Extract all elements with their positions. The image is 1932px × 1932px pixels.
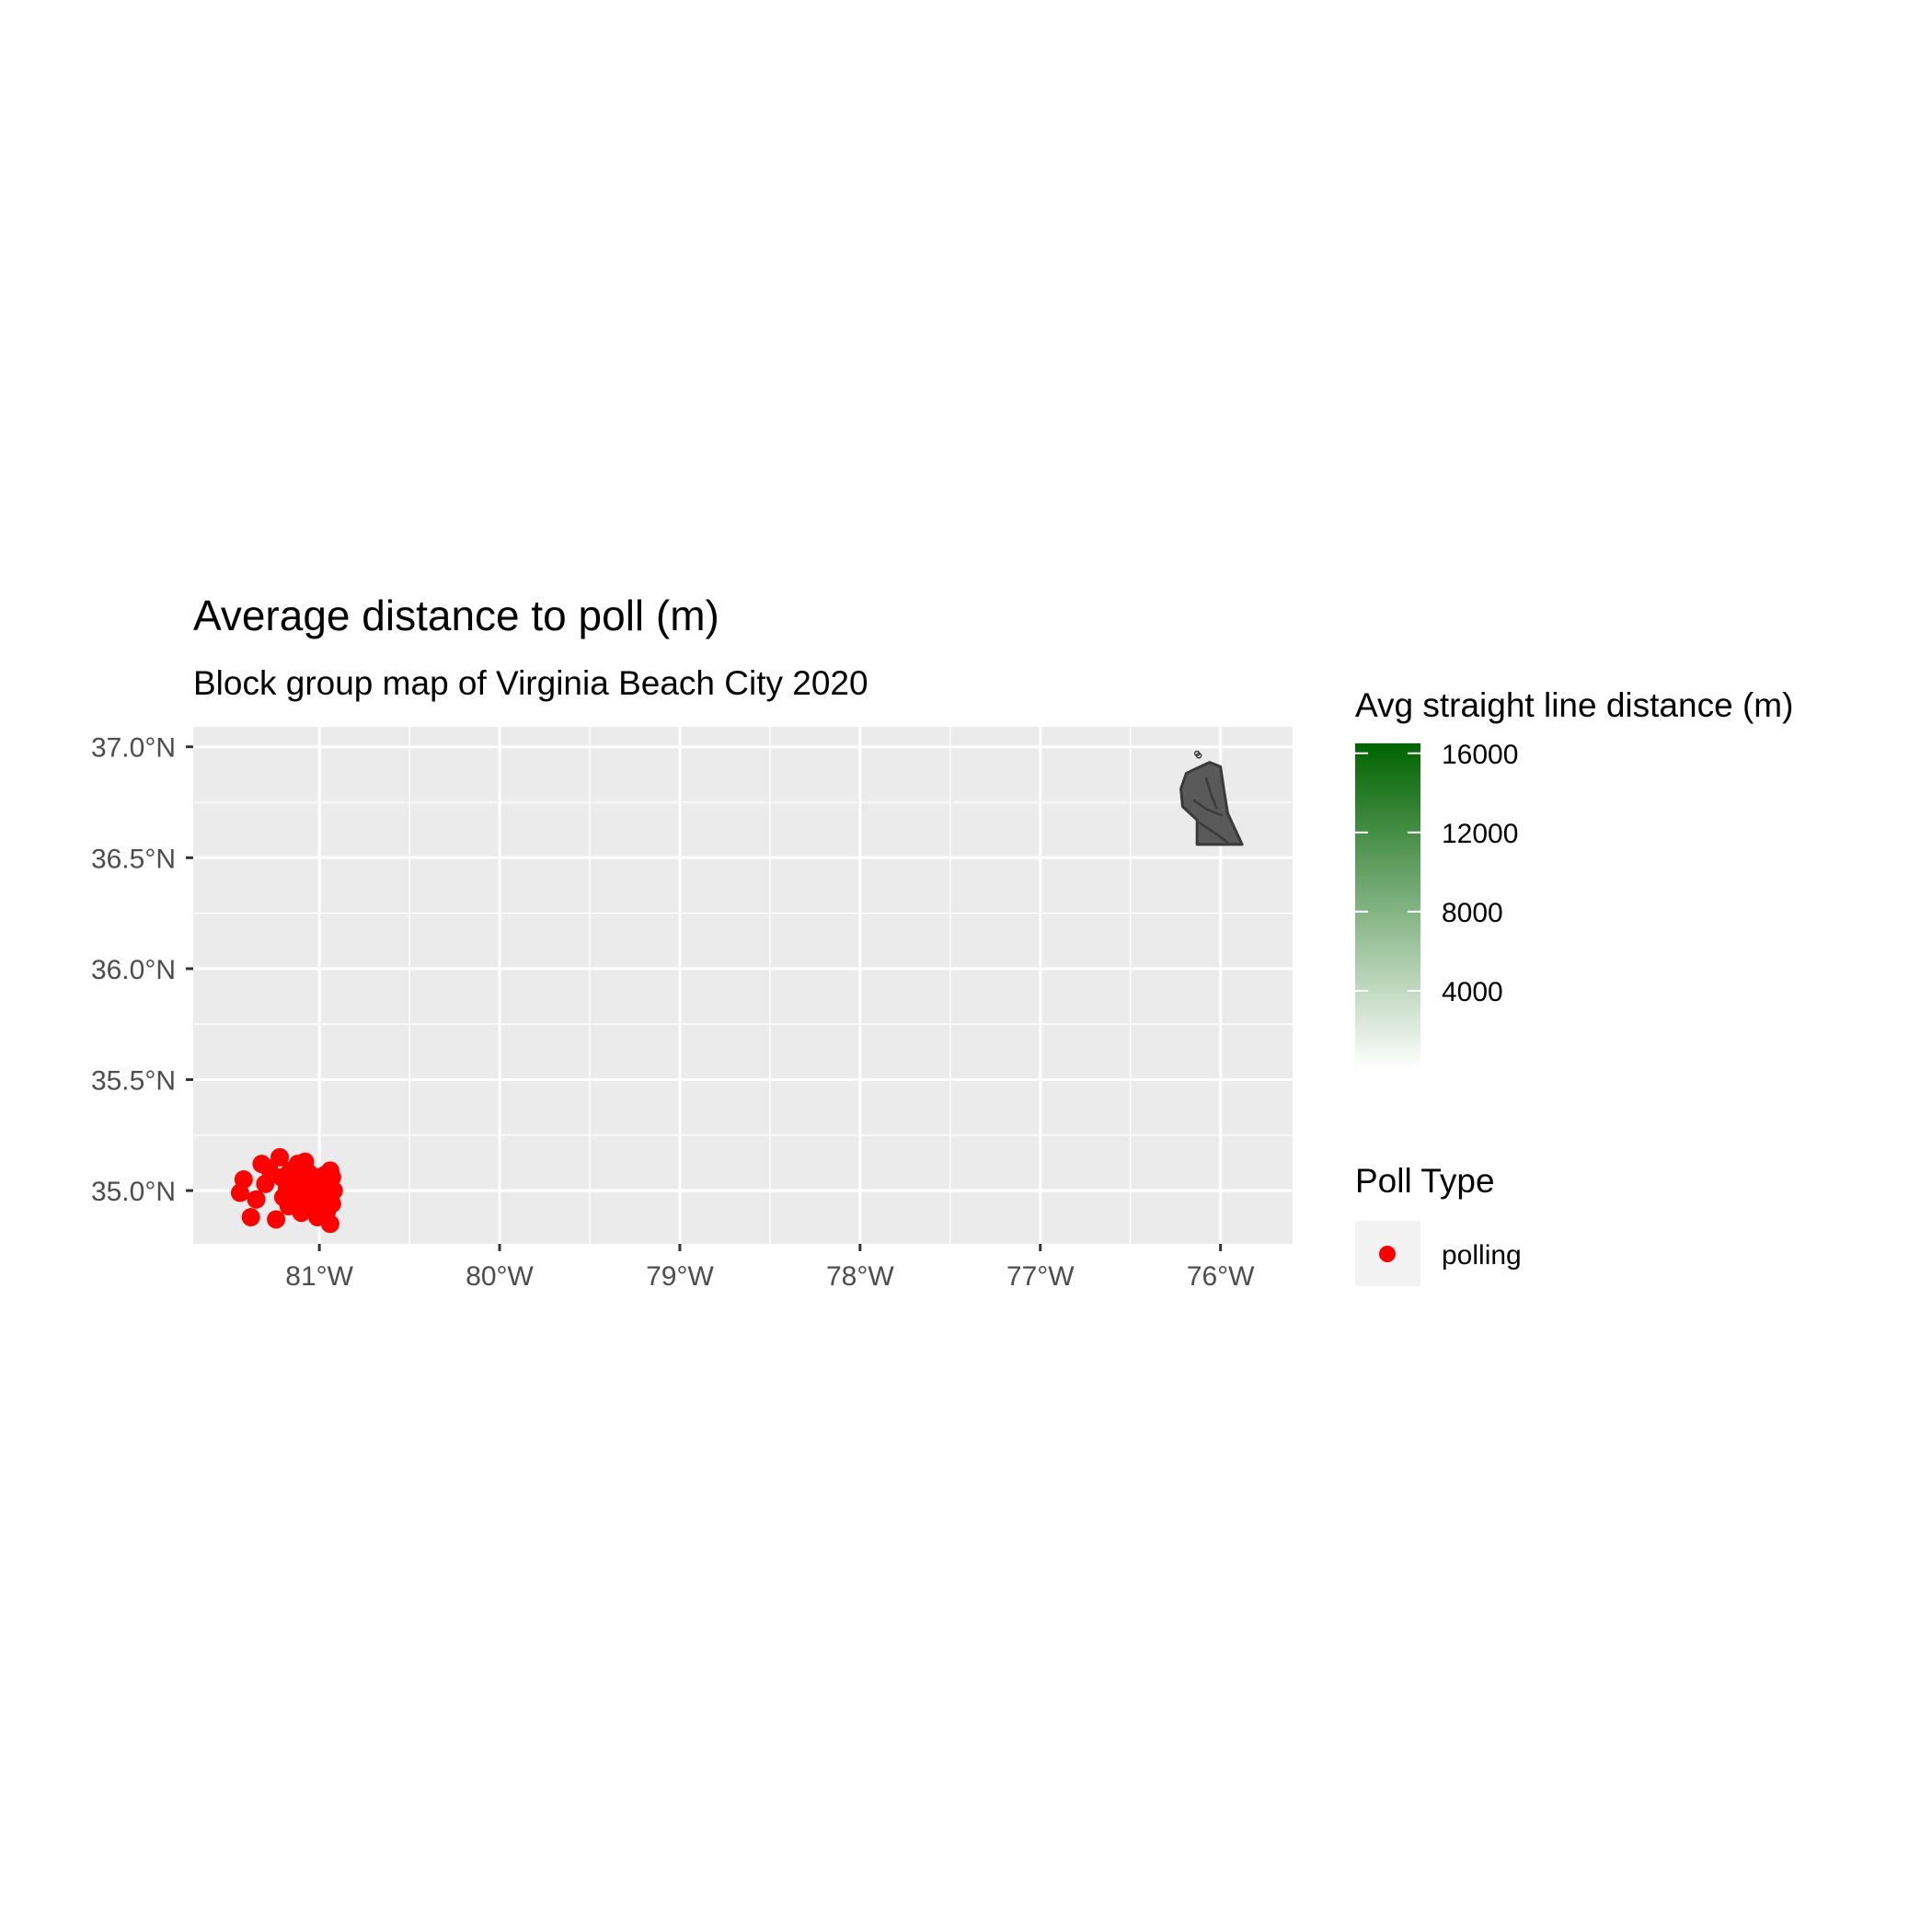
block-group-border — [1198, 821, 1231, 845]
y-tick-label: 36.5°N — [91, 844, 176, 874]
y-tick-label: 37.0°N — [91, 733, 176, 764]
color-scale-bar — [1355, 743, 1420, 1070]
y-tick-label: 35.0°N — [91, 1177, 176, 1207]
x-tick-label: 78°W — [826, 1261, 894, 1292]
polling-point — [316, 1203, 336, 1223]
y-tick-label: 35.5°N — [91, 1066, 176, 1097]
polling-point — [267, 1210, 286, 1229]
color-scale-label: 4000 — [1442, 977, 1503, 1007]
polling-point — [279, 1196, 298, 1215]
polling-point — [270, 1147, 290, 1167]
x-tick-label: 76°W — [1187, 1261, 1255, 1292]
x-tick-label: 81°W — [285, 1261, 353, 1292]
block-group-island — [1193, 750, 1201, 757]
polling-point — [230, 1183, 249, 1202]
color-scale-label: 12000 — [1442, 819, 1518, 849]
poll-type-legend: Poll Type polling — [1355, 1162, 1522, 1286]
block-group-polygon — [1179, 761, 1244, 846]
x-tick-label: 77°W — [1006, 1261, 1075, 1292]
y-tick-label: 36.0°N — [91, 955, 176, 985]
color-scale-label: 16000 — [1442, 740, 1518, 770]
color-scale-label: 8000 — [1442, 898, 1503, 928]
chart-title: Average distance to poll (m) — [193, 592, 719, 639]
y-axis: 37.0°N 36.5°N 36.0°N 35.5°N 35.0°N — [91, 733, 193, 1207]
poll-type-legend-label: polling — [1442, 1240, 1522, 1271]
block-groups — [1179, 750, 1244, 846]
color-scale-legend: Avg straight line distance (m) 16000 1200… — [1355, 686, 1793, 1070]
poll-type-legend-point — [1379, 1246, 1396, 1262]
x-tick-label: 80°W — [466, 1261, 534, 1292]
chart-subtitle: Block group map of Virginia Beach City 2… — [193, 664, 868, 702]
polling-point — [247, 1190, 266, 1209]
polling-point — [292, 1181, 311, 1201]
map-panel — [193, 727, 1293, 1244]
block-group-border — [1204, 777, 1218, 810]
x-axis: 81°W 80°W 79°W 78°W 77°W 76°W — [285, 1244, 1255, 1292]
poll-type-legend-title: Poll Type — [1355, 1162, 1495, 1200]
color-scale-title: Avg straight line distance (m) — [1355, 686, 1793, 724]
block-group-border — [1192, 799, 1224, 817]
polling-point — [256, 1174, 275, 1193]
polling-points — [230, 1147, 343, 1234]
gridlines — [193, 727, 1293, 1244]
polling-point — [322, 1167, 341, 1187]
x-tick-label: 79°W — [646, 1261, 714, 1292]
polling-point — [241, 1208, 260, 1227]
polling-point — [299, 1163, 318, 1182]
